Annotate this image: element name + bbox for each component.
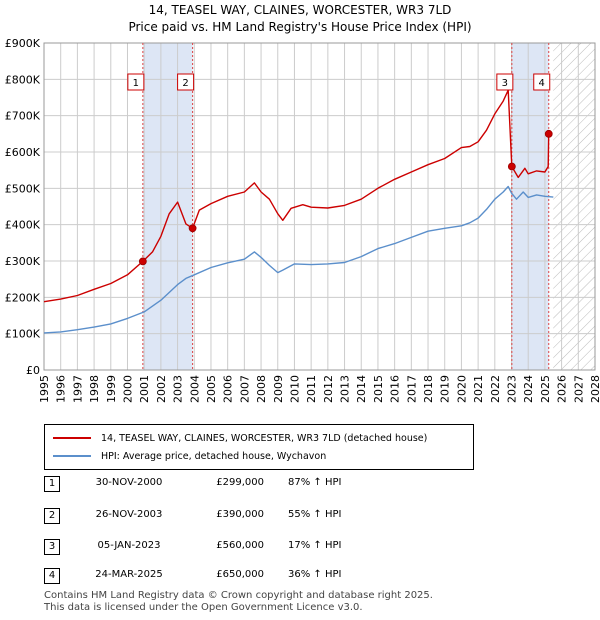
shaded-range-2	[511, 43, 549, 370]
x-tick-label: 2002	[155, 375, 168, 403]
x-tick-label: 2009	[272, 375, 285, 403]
sale-point-2	[188, 224, 197, 233]
x-tick-label: 1998	[88, 375, 101, 403]
sale-date: 05-JAN-2023	[97, 540, 161, 551]
y-tick-label: £700K	[5, 110, 41, 123]
sale-price: £650,000	[216, 569, 264, 580]
y-tick-label: £200K	[5, 291, 41, 304]
y-tick-label: £900K	[5, 37, 41, 50]
y-tick-label: £800K	[5, 73, 41, 86]
x-tick-label: 2003	[172, 375, 185, 403]
y-tick-label: £600K	[5, 146, 41, 159]
x-tick-label: 2000	[121, 375, 134, 403]
sale-marker-box-frame	[177, 73, 195, 91]
hpi-line	[43, 185, 554, 334]
price-chart: £0 £100K £200K £300K £400K £500K £600K £700K £80…	[5, 37, 600, 403]
x-tick-label: 2005	[205, 375, 218, 403]
legend-item-property: 14, TEASEL WAY, CLAINES, WORCESTER, WR3 …	[53, 430, 427, 446]
sale-marker-box-frame	[496, 73, 514, 91]
legend-label-hpi: HPI: Average price, detached house, Wych…	[101, 450, 327, 462]
sale-date: 24-MAR-2025	[95, 569, 163, 580]
sale-price: £560,000	[216, 540, 264, 551]
x-tick-label: 2013	[339, 375, 352, 403]
sale-number-badge: 1	[44, 476, 60, 492]
x-tick-label: 1995	[38, 375, 51, 403]
x-tick-label: 2022	[489, 375, 502, 403]
x-tick-label: 2011	[305, 375, 318, 403]
x-tick-label: 2026	[556, 375, 569, 403]
x-tick-label: 2001	[138, 375, 151, 403]
x-tick-label: 2006	[222, 375, 235, 403]
sale-hpi-change: 36% ↑ HPI	[288, 569, 342, 580]
plot-frame	[43, 42, 596, 371]
sale-price: £299,000	[216, 477, 264, 488]
x-tick-label: 2016	[389, 375, 402, 403]
sale-marker-box-2: 2	[177, 73, 195, 91]
x-tick-label: 2010	[288, 375, 301, 403]
x-tick-label: 2008	[255, 375, 268, 403]
legend-item-hpi: HPI: Average price, detached house, Wych…	[53, 448, 326, 464]
shaded-range-1	[142, 43, 193, 370]
sale-point-4	[544, 129, 553, 138]
x-tick-label: 2007	[238, 375, 251, 403]
x-tick-label: 1997	[71, 375, 84, 403]
x-tick-label: 2014	[355, 375, 368, 403]
sale-date: 26-NOV-2003	[95, 509, 163, 520]
sale-point-3	[507, 162, 516, 171]
y-tick-label: £400K	[5, 219, 41, 232]
y-tick-label: £100K	[5, 328, 41, 341]
footer-licence: This data is licensed under the Open Gov…	[44, 602, 363, 613]
sale-marker-box-label: 2	[182, 78, 188, 89]
y-tick-label: £0	[26, 364, 40, 377]
x-tick-label: 2017	[405, 375, 418, 403]
sale-price: £390,000	[216, 509, 264, 520]
y-tick-label: £300K	[5, 255, 41, 268]
future-hatch-area	[553, 43, 595, 370]
chart-title: 14, TEASEL WAY, CLAINES, WORCESTER, WR3 …	[148, 3, 452, 17]
sale-number-badge: 3	[44, 539, 60, 555]
sale-marker-box-label: 1	[133, 78, 139, 89]
x-tick-label: 2019	[439, 375, 452, 403]
x-tick-label: 2012	[322, 375, 335, 403]
x-tick-label: 2023	[506, 375, 519, 403]
sale-marker-box-4: 4	[533, 73, 551, 91]
x-tick-label: 1999	[105, 375, 118, 403]
x-tick-label: 2020	[455, 375, 468, 403]
sale-marker-box-label: 3	[502, 78, 508, 89]
x-tick-label: 2024	[522, 375, 535, 403]
sale-date: 30-NOV-2000	[95, 477, 163, 488]
chart-subtitle: Price paid vs. HM Land Registry's House …	[128, 20, 472, 34]
sale-marker-box-1: 1	[127, 73, 145, 91]
sale-marker-box-frame	[127, 73, 145, 91]
x-tick-label: 2028	[589, 375, 600, 403]
legend-label-property: 14, TEASEL WAY, CLAINES, WORCESTER, WR3 …	[101, 432, 428, 444]
sale-point-1	[138, 257, 147, 266]
x-tick-label: 2004	[188, 375, 201, 403]
x-tick-label: 2027	[572, 375, 585, 403]
legend: 14, TEASEL WAY, CLAINES, WORCESTER, WR3 …	[44, 424, 474, 470]
sale-marker-box-frame	[533, 73, 551, 91]
x-tick-label: 2018	[422, 375, 435, 403]
x-tick-label: 1996	[55, 375, 68, 403]
x-tick-label: 2021	[472, 375, 485, 403]
sale-hpi-change: 87% ↑ HPI	[288, 477, 342, 488]
y-tick-label: £500K	[5, 182, 41, 195]
x-tick-label: 2025	[539, 375, 552, 403]
sale-hpi-change: 55% ↑ HPI	[288, 509, 342, 520]
sale-marker-box-3: 3	[496, 73, 514, 91]
sale-number-badge: 4	[44, 568, 60, 584]
property-price-line	[43, 89, 550, 303]
sale-hpi-change: 17% ↑ HPI	[288, 540, 342, 551]
legend-swatch-hpi	[53, 455, 91, 457]
footer-copyright: Contains HM Land Registry data © Crown c…	[44, 590, 433, 601]
sale-number-badge: 2	[44, 508, 60, 524]
legend-swatch-property	[53, 437, 91, 439]
sale-marker-box-label: 4	[539, 78, 545, 89]
x-tick-label: 2015	[372, 375, 385, 403]
